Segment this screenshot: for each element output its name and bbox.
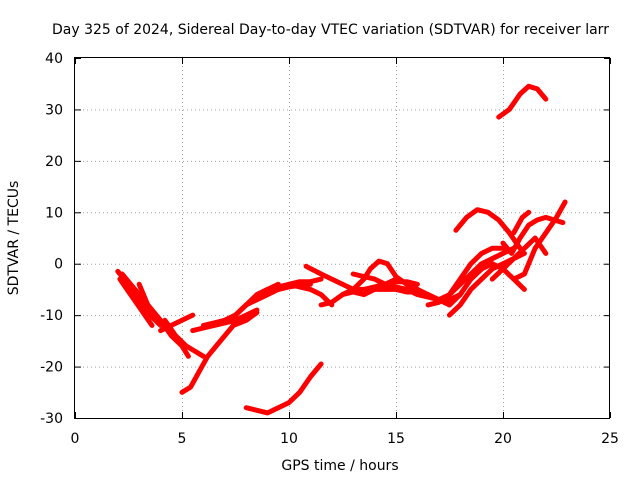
series-track-7: [179, 310, 260, 395]
series-track-6: [162, 317, 206, 359]
x-axis-title: GPS time / hours: [281, 458, 398, 474]
y-tick-label: 10: [45, 205, 63, 221]
series-track-15: [340, 258, 420, 298]
y-tick-label: 40: [45, 51, 63, 67]
y-tick-label: 0: [54, 257, 63, 273]
series-track-3: [119, 271, 191, 359]
series-track-2: [117, 276, 155, 328]
series-track-28: [496, 83, 549, 120]
x-tick-label: 20: [494, 431, 512, 447]
y-tick-label: -20: [40, 360, 63, 376]
x-tick-label: 0: [71, 431, 80, 447]
series-track-29: [243, 361, 324, 416]
x-tick-label: 25: [601, 431, 619, 447]
y-tick-label: 30: [45, 102, 63, 118]
x-tick-label: 5: [178, 431, 187, 447]
tick-layer: [75, 58, 611, 419]
grid-layer: [75, 58, 610, 418]
series-track-5: [158, 312, 196, 334]
y-tick-label: -30: [40, 411, 63, 427]
series-track-27: [511, 209, 532, 236]
series-track-8: [190, 307, 260, 334]
series-track-20: [436, 245, 517, 303]
y-tick-label: -10: [40, 308, 63, 324]
series-track-22: [453, 207, 523, 251]
x-tick-label: 15: [387, 431, 405, 447]
chart-title: Day 325 of 2024, Sidereal Day-to-day VTE…: [52, 22, 609, 38]
label-layer: 0 5 10 15 20 25 -30 -20 -10 0 10 20 30 40: [40, 51, 619, 447]
series-track-12: [254, 281, 335, 308]
series-layer: [115, 83, 568, 416]
series-track-9: [200, 281, 313, 328]
series-track-24: [489, 235, 549, 282]
x-tick-label: 10: [280, 431, 298, 447]
series-track-26: [511, 199, 568, 282]
y-axis-title: SDTVAR / TECUs: [6, 181, 22, 296]
y-tick-label: 20: [45, 154, 63, 170]
plot-frame: [74, 57, 610, 419]
series-track-4: [136, 281, 155, 318]
